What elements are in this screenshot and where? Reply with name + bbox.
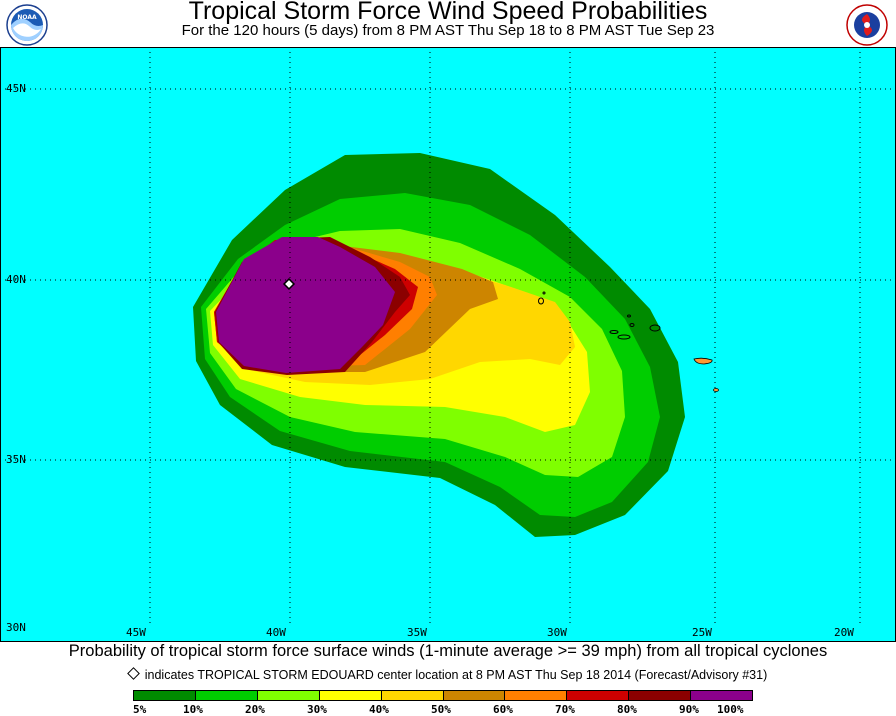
lat-label-30n: 30N <box>6 621 26 634</box>
legend-swatch <box>319 691 382 700</box>
svg-text:NOAA: NOAA <box>17 14 37 21</box>
map-subtitle: For the 120 hours (5 days) from 8 PM AST… <box>181 22 715 39</box>
legend-label: 70% <box>555 703 575 716</box>
legend-swatch <box>195 691 258 700</box>
legend-label: 60% <box>493 703 513 716</box>
legend-label: 30% <box>307 703 327 716</box>
probability-legend <box>133 690 753 701</box>
legend-swatch <box>691 691 753 700</box>
storm-center-marker <box>282 277 296 291</box>
legend-label: 40% <box>369 703 389 716</box>
storm-note-text: indicates TROPICAL STORM EDOUARD center … <box>144 668 768 682</box>
legend-swatch <box>567 691 630 700</box>
lat-label-45n: 45N <box>6 82 26 95</box>
legend-label: 10% <box>183 703 203 716</box>
lon-label-25w: 25W <box>692 626 712 639</box>
nws-logo <box>846 4 888 46</box>
probability-map <box>0 47 896 642</box>
lat-label-40n: 40N <box>6 273 26 286</box>
map-caption: Probability of tropical storm force surf… <box>68 642 828 660</box>
azores-islands <box>538 291 661 340</box>
legend-label: 20% <box>245 703 265 716</box>
lat-label-35n: 35N <box>6 453 26 466</box>
legend-swatch <box>443 691 506 700</box>
legend-label: 5% <box>133 703 147 716</box>
legend-label: 90% <box>679 703 699 716</box>
lon-label-30w: 30W <box>547 626 567 639</box>
legend-swatch <box>629 691 692 700</box>
map-title: Tropical Storm Force Wind Speed Probabil… <box>188 0 708 25</box>
legend-label: 100% <box>717 703 744 716</box>
lon-label-20w: 20W <box>834 626 854 639</box>
legend-swatch <box>505 691 568 700</box>
lon-label-35w: 35W <box>407 626 427 639</box>
noaa-logo: NOAA <box>6 4 48 46</box>
legend-swatch <box>257 691 320 700</box>
lon-label-40w: 40W <box>266 626 286 639</box>
legend-swatch <box>134 691 196 700</box>
lon-label-45w: 45W <box>126 626 146 639</box>
storm-note: indicates TROPICAL STORM EDOUARD center … <box>0 667 896 682</box>
diamond-marker-icon <box>126 667 140 680</box>
legend-swatch <box>381 691 444 700</box>
prob-zone-100 <box>216 237 395 373</box>
legend-label: 50% <box>431 703 451 716</box>
legend-label: 80% <box>617 703 637 716</box>
madeira-islands <box>693 357 719 392</box>
